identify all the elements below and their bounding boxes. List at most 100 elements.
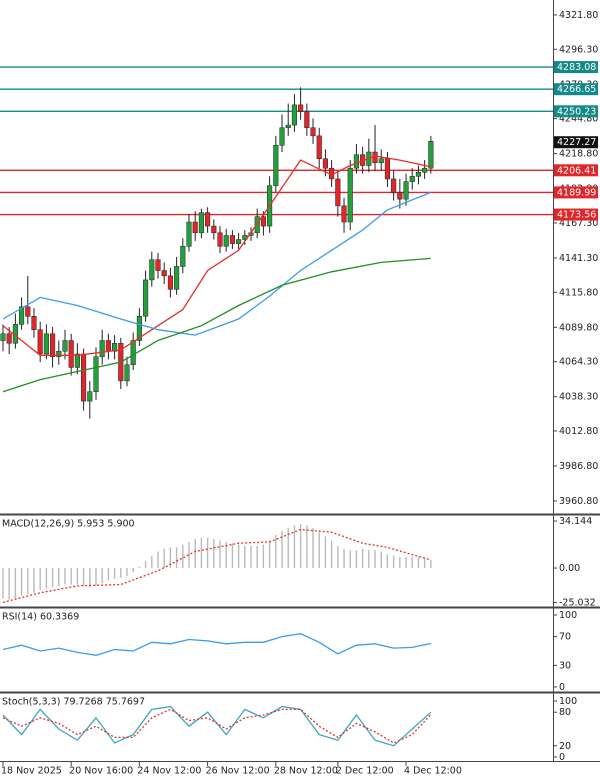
- macd-bar: [58, 568, 60, 586]
- macd-bar: [244, 546, 246, 569]
- indicator-line: [2, 633, 431, 656]
- macd-bar: [82, 568, 85, 586]
- candle-body: [50, 333, 56, 357]
- macd-bar: [157, 551, 159, 569]
- macd-bar: [417, 557, 420, 569]
- macd-bar: [405, 557, 407, 569]
- candle-body: [273, 145, 279, 186]
- candle-body: [285, 124, 291, 129]
- macd-bar: [430, 559, 432, 569]
- level-label: 4189.99: [557, 187, 596, 198]
- candle-body: [322, 158, 328, 169]
- candle-body: [130, 340, 136, 366]
- candle-body: [335, 178, 341, 207]
- macd-bar: [281, 530, 283, 569]
- macd-bar: [51, 568, 54, 588]
- x-tick-label: 26 Nov 12:00: [206, 766, 270, 777]
- candle-body: [180, 246, 186, 267]
- macd-bar: [361, 548, 364, 569]
- macd-bar: [423, 558, 426, 569]
- y-tick-label: 70: [559, 632, 571, 643]
- y-tick-label: 4089.80: [559, 322, 598, 333]
- macd-bar: [312, 528, 314, 569]
- level-label-box: [554, 83, 598, 96]
- macd-bar: [45, 568, 48, 589]
- candle-body: [211, 225, 217, 234]
- macd-bar: [107, 568, 110, 581]
- macd-bar: [126, 568, 128, 577]
- x-tick-label: 28 Nov 12:00: [274, 766, 338, 777]
- level-label: 4206.41: [557, 165, 596, 176]
- macd-bar: [89, 568, 91, 588]
- macd-bar: [330, 540, 333, 569]
- level-label: 4173.56: [557, 210, 596, 221]
- macd-bar: [64, 568, 66, 585]
- candle-body: [217, 232, 223, 247]
- macd-bar: [213, 539, 215, 569]
- macd-bar: [120, 568, 122, 578]
- candle-body: [174, 266, 180, 290]
- y-tick-label: 3960.80: [559, 496, 598, 507]
- macd-bar: [206, 537, 209, 569]
- macd-bar: [132, 568, 134, 573]
- candle-body: [403, 181, 409, 200]
- candle-body: [415, 171, 421, 177]
- y-tick-label: 0: [559, 752, 565, 763]
- macd-bar: [262, 544, 265, 569]
- candle-body: [99, 340, 105, 357]
- candle-body: [186, 221, 192, 247]
- candle-body: [229, 235, 235, 244]
- candle-body: [205, 212, 211, 227]
- y-tick-label: 100: [559, 696, 577, 707]
- candle-body: [87, 391, 93, 402]
- macd-bar: [299, 523, 302, 569]
- macd-bar: [70, 568, 72, 585]
- candle-body: [6, 333, 12, 344]
- level-label-box: [554, 164, 598, 177]
- candle-body: [136, 316, 142, 341]
- indicator-line: [2, 705, 432, 747]
- indicator-line: [2, 528, 431, 604]
- candle-body: [409, 176, 415, 182]
- candle-body: [298, 104, 304, 112]
- macd-bar: [95, 568, 97, 586]
- macd-bar: [374, 550, 376, 569]
- candle-body: [56, 351, 62, 357]
- macd-bar: [355, 550, 358, 569]
- y-tick-label: 4141.30: [559, 253, 598, 264]
- candle-body: [25, 306, 31, 317]
- macd-bar: [101, 568, 103, 584]
- indicator-line: [2, 155, 431, 356]
- macd-bar: [287, 528, 289, 569]
- candle-body: [279, 127, 285, 146]
- last-price-label: 4227.27: [557, 137, 596, 148]
- candle-body: [428, 140, 434, 169]
- x-tick-label: 20 Nov 16:00: [69, 766, 133, 777]
- macd-bar: [275, 534, 277, 569]
- macd-bar: [194, 539, 196, 569]
- macd-bar: [343, 548, 345, 569]
- candle-body: [304, 111, 310, 129]
- pane-title: Stoch(5,3,3) 79.7268 75.7697: [2, 697, 145, 708]
- x-tick-label: 4 Dec 12:00: [404, 766, 462, 777]
- macd-bar: [2, 568, 4, 599]
- level-label: 4250.23: [557, 106, 596, 117]
- macd-bar: [380, 551, 382, 569]
- y-tick-label: 4167.30: [559, 218, 598, 229]
- macd-bar: [33, 568, 35, 593]
- macd-bar: [268, 540, 271, 569]
- candle-body: [68, 340, 74, 368]
- level-label-box: [554, 61, 598, 74]
- macd-bar: [411, 557, 413, 569]
- candle-body: [43, 333, 49, 355]
- candle-body: [0, 333, 6, 341]
- y-tick-label: -25.032: [559, 597, 596, 608]
- y-tick-label: 100: [559, 610, 577, 621]
- x-tick-label: 18 Nov 2025: [1, 766, 62, 777]
- candle-body: [397, 192, 403, 200]
- macd-bar: [399, 557, 401, 569]
- candle-body: [105, 340, 111, 352]
- candle-body: [310, 127, 316, 137]
- macd-bar: [256, 546, 258, 569]
- last-price-box: [554, 136, 598, 149]
